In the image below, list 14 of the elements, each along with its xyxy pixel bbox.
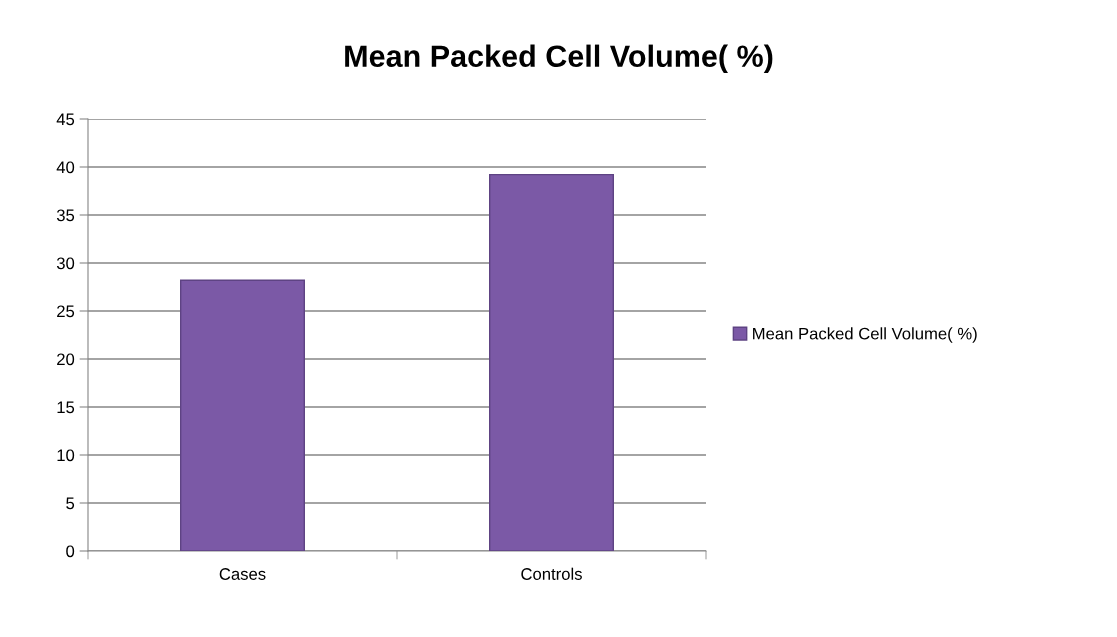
x-tick-label: Cases [219,568,266,580]
y-tick-label: 0 [66,545,75,558]
y-tick-label: 5 [66,497,75,510]
chart-title: Mean Packed Cell Volume( %) [345,44,773,74]
y-tick-label: 20 [57,353,75,366]
legend-label: Mean Packed Cell Volume( %) [753,327,977,343]
y-tick-label: 15 [57,401,75,414]
y-tick-label: 45 [56,113,75,126]
y-tick-label: 35 [56,209,75,222]
y-tick-label: 40 [56,161,75,174]
y-tick-label: 25 [57,305,75,318]
y-tick-label: 30 [56,257,75,270]
y-tick-label: 10 [57,449,75,462]
x-tick-label: Controls [521,567,582,580]
